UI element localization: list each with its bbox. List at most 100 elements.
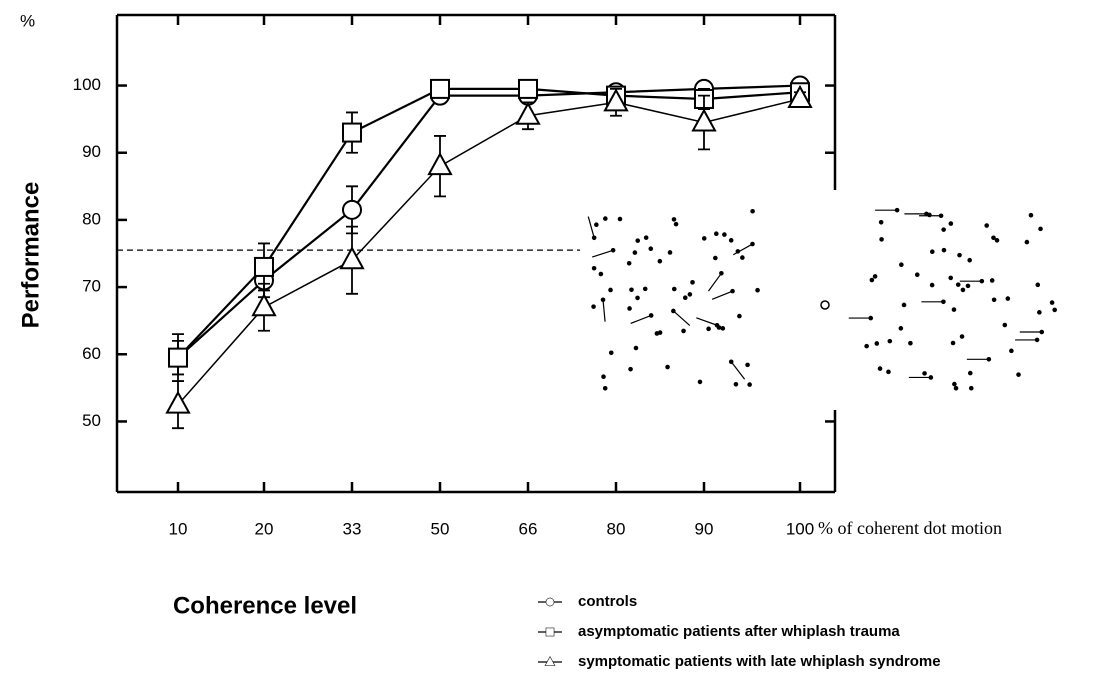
dot bbox=[635, 238, 641, 243]
dot bbox=[594, 222, 599, 228]
dot bbox=[941, 247, 947, 253]
dot bbox=[874, 341, 880, 346]
y-unit: % bbox=[20, 11, 35, 30]
dot bbox=[633, 345, 639, 351]
motion-arrow bbox=[630, 314, 652, 324]
dot bbox=[953, 385, 959, 391]
dot bbox=[984, 223, 989, 228]
dot bbox=[965, 283, 971, 289]
x-tick-label: 50 bbox=[431, 519, 450, 538]
dot bbox=[869, 277, 875, 283]
motion-arrow bbox=[696, 317, 718, 326]
dot bbox=[968, 385, 974, 391]
dot bbox=[713, 255, 718, 261]
dot bbox=[626, 260, 632, 266]
data-point bbox=[339, 246, 365, 270]
dot bbox=[591, 304, 596, 309]
dot bbox=[671, 286, 677, 292]
dot bbox=[950, 340, 956, 346]
dot bbox=[908, 340, 913, 346]
dot bbox=[728, 238, 734, 243]
dot bbox=[927, 212, 932, 218]
motion-arrow bbox=[672, 310, 691, 326]
y-axis-title: Performance bbox=[17, 182, 44, 329]
dot bbox=[635, 295, 640, 301]
dot bbox=[951, 307, 957, 312]
dot bbox=[914, 272, 920, 277]
y-tick-label: 60 bbox=[82, 344, 101, 363]
dot bbox=[671, 217, 677, 222]
dot bbox=[701, 236, 707, 241]
y-tick-label: 50 bbox=[82, 411, 101, 430]
data-point bbox=[427, 152, 453, 176]
dot bbox=[747, 382, 752, 387]
data-point bbox=[165, 390, 191, 414]
dot bbox=[879, 237, 884, 242]
dot bbox=[948, 221, 954, 226]
dot bbox=[737, 313, 742, 319]
dot bbox=[991, 297, 997, 303]
data-point bbox=[342, 199, 362, 220]
dot bbox=[901, 302, 907, 308]
dot bbox=[603, 216, 608, 221]
dot bbox=[682, 295, 688, 301]
dot bbox=[1035, 282, 1041, 288]
dot bbox=[899, 262, 904, 268]
dot bbox=[591, 265, 597, 271]
dot bbox=[628, 366, 633, 372]
dot bbox=[690, 280, 695, 285]
dot bbox=[959, 334, 965, 339]
dot bbox=[745, 362, 750, 368]
data-point bbox=[518, 78, 538, 99]
dot bbox=[617, 216, 623, 222]
dot bbox=[632, 250, 638, 255]
motion-arrow bbox=[602, 299, 606, 322]
dot bbox=[1002, 322, 1008, 328]
dot bbox=[898, 326, 904, 331]
dot bbox=[989, 278, 995, 283]
data-point bbox=[603, 88, 629, 112]
data-point bbox=[342, 122, 362, 143]
dot bbox=[706, 326, 711, 332]
dot bbox=[665, 364, 670, 370]
dot bbox=[608, 350, 614, 356]
dot bbox=[922, 371, 927, 376]
dot bbox=[1024, 239, 1030, 245]
dot bbox=[673, 221, 679, 227]
dot bbox=[1016, 372, 1021, 377]
data-point bbox=[544, 656, 556, 666]
dot bbox=[629, 287, 634, 293]
x-tick-label: 100 bbox=[786, 519, 814, 538]
dot bbox=[952, 381, 957, 387]
dot bbox=[864, 343, 869, 349]
dot bbox=[687, 292, 693, 297]
dot bbox=[1037, 310, 1042, 315]
y-tick-label: 100 bbox=[73, 75, 101, 94]
dot bbox=[697, 379, 703, 385]
dot bbox=[643, 235, 649, 240]
y-tick-label: 90 bbox=[82, 142, 101, 161]
dot bbox=[601, 374, 606, 380]
dot bbox=[955, 282, 961, 287]
dot bbox=[722, 232, 727, 237]
dot bbox=[941, 227, 946, 232]
x-tick-label: 20 bbox=[255, 519, 274, 538]
dot bbox=[1038, 226, 1043, 232]
dot bbox=[720, 326, 726, 331]
dot bbox=[1049, 300, 1055, 305]
legend-label: symptomatic patients with late whiplash … bbox=[578, 653, 941, 670]
dot bbox=[740, 255, 745, 260]
data-point bbox=[515, 101, 541, 125]
dot bbox=[878, 220, 884, 225]
data-point bbox=[787, 84, 813, 108]
dot bbox=[957, 252, 962, 258]
data-point bbox=[545, 627, 555, 637]
dot bbox=[872, 274, 878, 279]
dot bbox=[602, 386, 608, 391]
dot bbox=[1028, 212, 1034, 218]
x-tick-label: 10 bbox=[169, 519, 188, 538]
dot bbox=[887, 338, 893, 344]
inset-background bbox=[578, 188, 848, 478]
motion-arrow bbox=[707, 272, 722, 292]
data-point bbox=[251, 293, 277, 317]
